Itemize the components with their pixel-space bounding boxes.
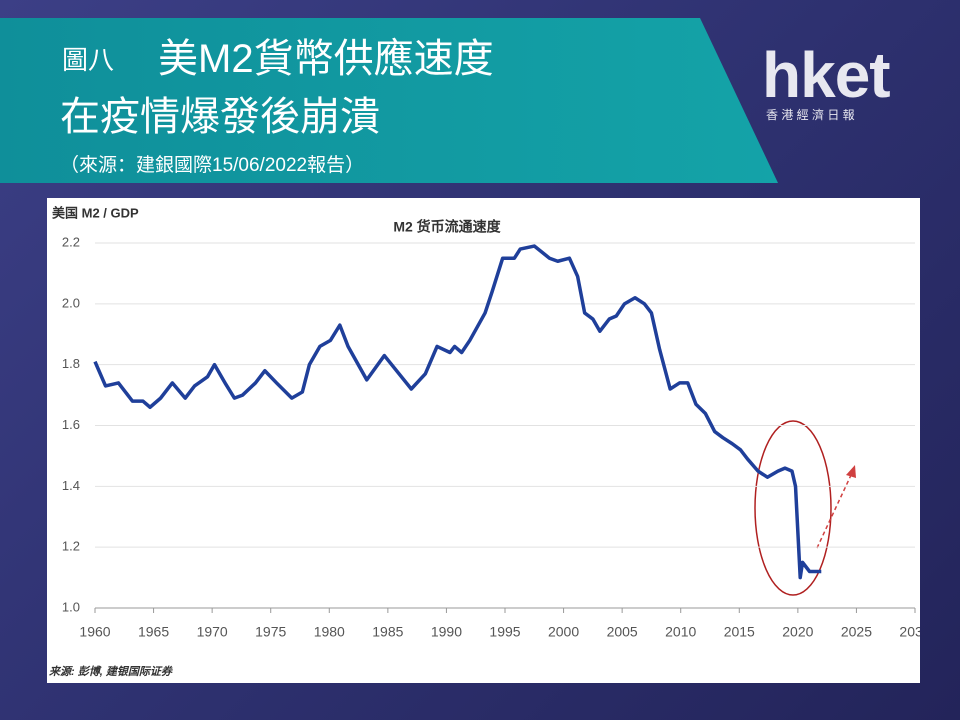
chart-title: M2 货币流通速度 <box>393 219 501 235</box>
x-tick-label: 2025 <box>841 624 872 640</box>
x-tick-label: 1960 <box>79 624 110 640</box>
y-tick-label: 1.2 <box>62 539 80 554</box>
x-tick-label: 1985 <box>372 624 403 640</box>
x-tick-label: 1990 <box>431 624 462 640</box>
x-tick-label: 2020 <box>782 624 813 640</box>
x-tick-label: 2030 <box>899 624 920 640</box>
x-tick-label: 2005 <box>607 624 638 640</box>
x-tick-label: 2010 <box>665 624 696 640</box>
x-tick-label: 1975 <box>255 624 286 640</box>
x-tick-label: 1965 <box>138 624 169 640</box>
y-tick-label: 1.6 <box>62 417 80 432</box>
y-tick-label: 1.0 <box>62 599 80 614</box>
title-line: 美M2貨幣供應速度 <box>158 37 494 81</box>
figure-no: 圖八 <box>62 45 115 75</box>
x-tick-label: 2000 <box>548 624 579 640</box>
logo: hket <box>762 39 891 111</box>
banner <box>0 18 778 183</box>
logo-subtitle: 香 港 經 濟 日 報 <box>766 108 855 122</box>
y-tick-label: 2.2 <box>62 234 80 249</box>
source-note: （來源：建銀國際15/06/2022報告） <box>60 155 365 176</box>
chart-source: 来源: 彭博, 建银国际证券 <box>49 665 173 678</box>
x-tick-label: 1980 <box>314 624 345 640</box>
chart-panel: 美国 M2 / GDP M2 货币流通速度 来源: 彭博, 建银国际证券 1.0… <box>47 198 920 683</box>
arrow-head <box>846 465 856 478</box>
x-tick-label: 2015 <box>724 624 755 640</box>
chart: 美国 M2 / GDP M2 货币流通速度 来源: 彭博, 建银国际证券 1.0… <box>49 205 920 678</box>
x-tick-label: 1995 <box>489 624 520 640</box>
x-tick-label: 1970 <box>197 624 228 640</box>
y-tick-label: 1.8 <box>62 356 80 371</box>
trend-arrow <box>816 472 853 549</box>
title-line: 在疫情爆發後崩潰 <box>60 95 380 139</box>
y-tick-label: 1.4 <box>62 478 80 493</box>
y-axis-label: 美国 M2 / GDP <box>52 205 139 220</box>
data-line <box>93 244 822 580</box>
y-tick-label: 2.0 <box>62 295 80 310</box>
highlight-ellipse <box>754 420 832 596</box>
